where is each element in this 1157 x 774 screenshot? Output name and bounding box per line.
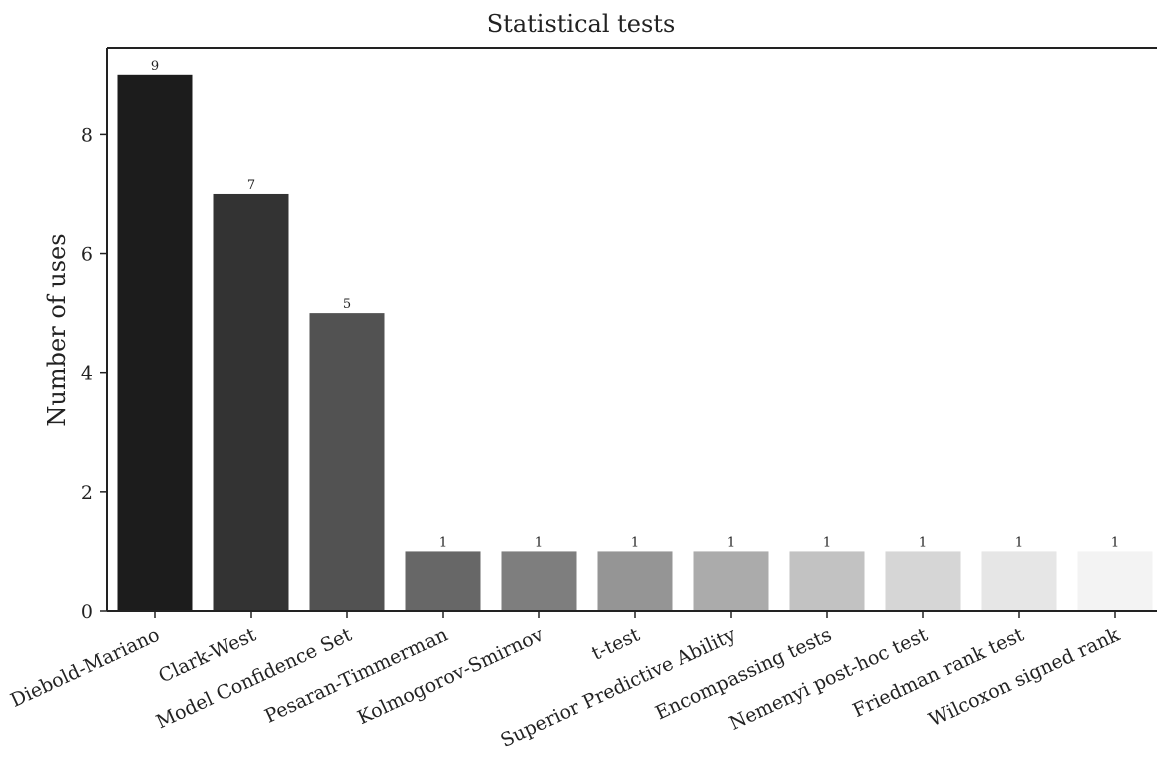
bars-group [117,74,1153,612]
data-label-9: 1 [919,535,927,550]
y-tick-label-8: 8 [81,124,93,146]
y-axis-ticks: 0 2 4 6 8 [81,124,107,623]
x-tick-label-5: Kolmogorov-Smirnov [354,623,547,729]
bar-2 [213,193,289,612]
data-labels-group: 9 7 5 1 1 1 1 1 1 1 1 [151,59,1119,551]
plot-frame [106,47,1157,612]
data-label-4: 1 [439,535,447,550]
data-label-1: 9 [151,59,159,74]
y-tick-label-6: 6 [81,244,93,266]
x-tick-label-1: Diebold-Mariano [7,624,163,712]
data-label-5: 1 [535,535,543,550]
chart-title: Statistical tests [487,10,676,38]
bar-11 [1077,551,1153,611]
data-label-3: 5 [343,297,351,312]
bar-4 [405,551,481,611]
data-label-10: 1 [1015,535,1023,550]
data-label-8: 1 [823,535,831,550]
data-label-11: 1 [1111,535,1119,550]
bar-3 [309,313,385,611]
bar-10 [981,551,1057,611]
bar-8 [789,551,865,611]
bar-5 [501,551,577,611]
data-label-6: 1 [631,535,639,550]
y-tick-label-2: 2 [81,482,93,504]
y-axis-label: Number of uses [43,233,71,426]
data-label-7: 1 [727,535,735,550]
bar-9 [885,551,961,611]
data-label-2: 7 [247,178,255,193]
bar-1 [117,74,193,612]
bar-6 [597,551,673,611]
y-tick-label-4: 4 [81,363,93,385]
y-tick-label-0: 0 [81,601,93,623]
bar-7 [693,551,769,611]
x-tick-label-6: t-test [588,623,643,664]
